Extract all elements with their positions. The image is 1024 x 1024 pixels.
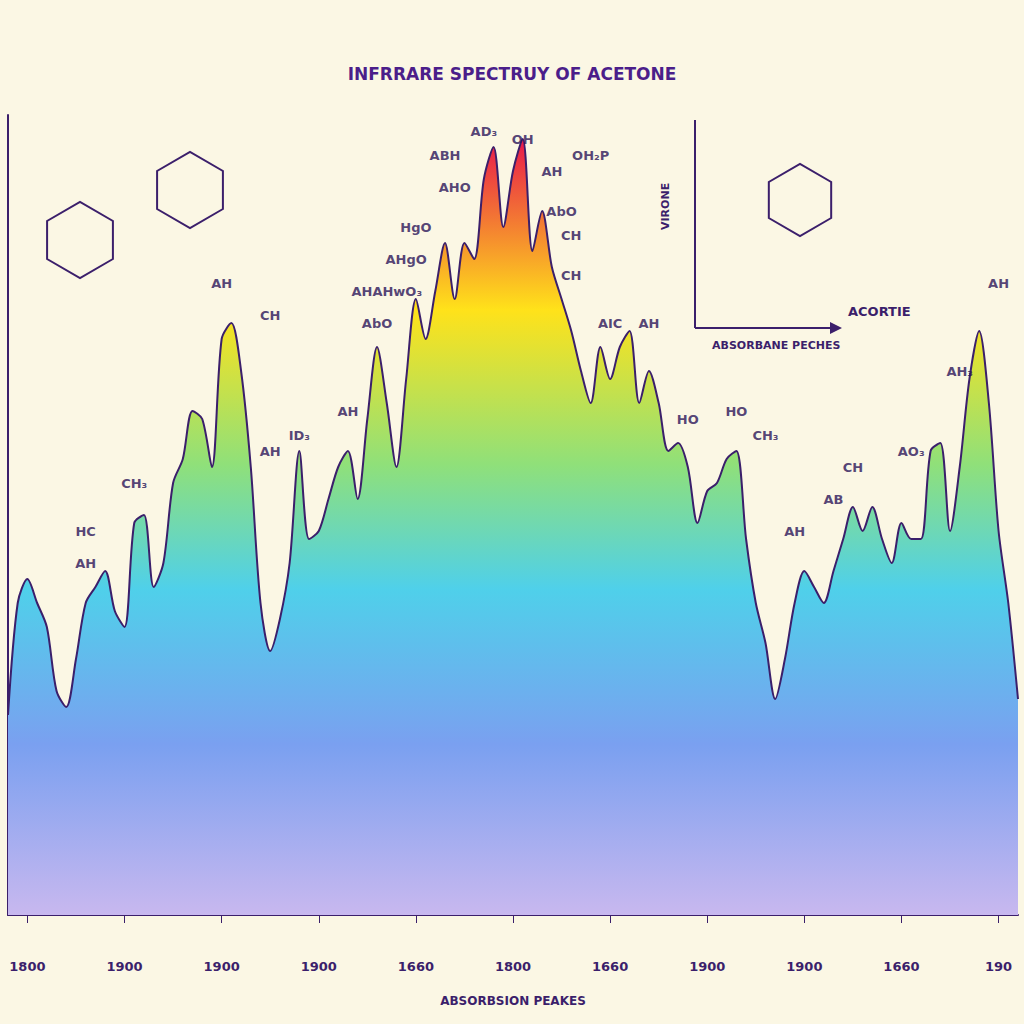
svg-text:AH: AH [988,276,1009,291]
svg-text:HO: HO [677,412,699,427]
svg-text:CH₃: CH₃ [752,428,778,443]
svg-text:AbO: AbO [362,316,392,331]
svg-text:1660: 1660 [883,959,919,974]
svg-text:AHgO: AHgO [386,252,427,267]
svg-text:AH: AH [541,164,562,179]
svg-text:CH: CH [561,268,581,283]
svg-text:AO₃: AO₃ [898,444,925,459]
svg-text:AIC: AIC [598,316,622,331]
svg-text:1900: 1900 [786,959,822,974]
svg-text:AH: AH [75,556,96,571]
svg-text:AH: AH [260,444,281,459]
svg-text:AH: AH [337,404,358,419]
svg-text:1660: 1660 [398,959,434,974]
svg-text:1800: 1800 [9,959,45,974]
svg-text:1900: 1900 [689,959,725,974]
svg-text:ID₃: ID₃ [289,428,310,443]
svg-text:AHAHwO₃: AHAHwO₃ [351,284,422,299]
svg-text:1900: 1900 [106,959,142,974]
svg-text:AbO: AbO [546,204,576,219]
svg-text:1800: 1800 [495,959,531,974]
svg-text:ABSORBSION PEAKES: ABSORBSION PEAKES [440,994,586,1008]
svg-text:OH: OH [512,132,534,147]
svg-text:AH₃: AH₃ [946,364,973,379]
svg-text:ABH: ABH [430,148,461,163]
svg-text:OH₂P: OH₂P [572,148,609,163]
svg-text:CH: CH [843,460,863,475]
svg-text:HO: HO [725,404,747,419]
svg-text:ACORTIE: ACORTIE [848,304,911,319]
svg-text:CH: CH [561,228,581,243]
svg-text:AHO: AHO [439,180,471,195]
svg-text:INFRRARE SPECTRUY OF ACETONE: INFRRARE SPECTRUY OF ACETONE [348,64,677,84]
svg-text:CH: CH [260,308,280,323]
svg-text:HC: HC [75,524,95,539]
svg-text:HgO: HgO [400,220,431,235]
svg-text:1900: 1900 [301,959,337,974]
svg-text:190: 190 [985,959,1012,974]
svg-text:CH₃: CH₃ [121,476,147,491]
svg-text:AD₃: AD₃ [471,124,498,139]
svg-text:AH: AH [211,276,232,291]
svg-text:AB: AB [823,492,843,507]
svg-text:ABSORBANE PECHES: ABSORBANE PECHES [712,339,840,352]
svg-text:1900: 1900 [204,959,240,974]
svg-text:AH: AH [784,524,805,539]
svg-text:VIRONE: VIRONE [659,183,672,230]
svg-text:AH: AH [638,316,659,331]
svg-text:1660: 1660 [592,959,628,974]
